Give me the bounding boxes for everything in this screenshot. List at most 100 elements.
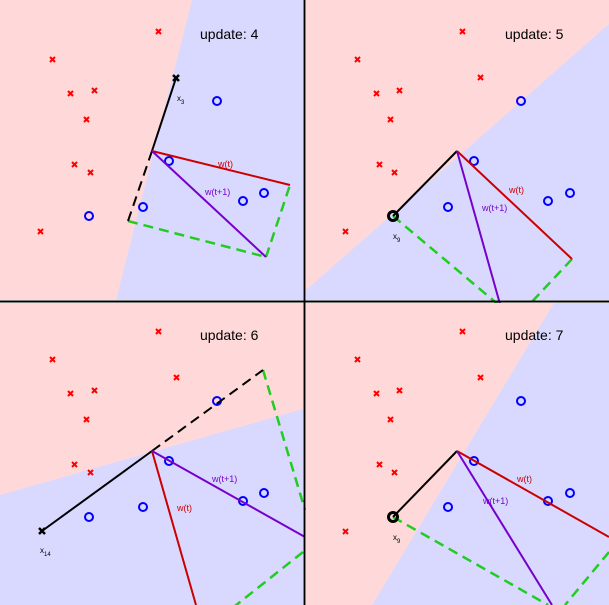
negative-point	[396, 87, 403, 94]
positive-point	[543, 196, 553, 206]
positive-point	[565, 188, 575, 198]
positive-points	[443, 96, 575, 212]
positive-point	[238, 196, 248, 206]
sum-vector	[264, 184, 292, 258]
negative-point	[342, 228, 349, 235]
negative-point	[477, 374, 484, 381]
negative-point	[376, 161, 383, 168]
positive-point	[84, 211, 94, 221]
panel-update-4: update: 4 w(t) w(t+1) x3	[0, 0, 303, 300]
sum-vector	[527, 258, 573, 307]
sum-vector	[564, 551, 609, 605]
negative-point	[373, 90, 380, 97]
weight-vector-t1	[456, 450, 553, 605]
negative-point	[354, 56, 361, 63]
negative-point	[373, 390, 380, 397]
x-vector-dashed	[151, 369, 264, 452]
negative-point	[391, 169, 398, 176]
positive-point	[164, 156, 174, 166]
negative-point	[83, 116, 90, 123]
negative-point	[67, 390, 74, 397]
sum-vector	[261, 369, 307, 511]
positive-point	[259, 488, 269, 498]
positive-point	[212, 96, 222, 106]
negative-point	[49, 56, 56, 63]
negative-point	[396, 387, 403, 394]
negative-point	[91, 387, 98, 394]
sum-vector	[234, 551, 304, 605]
negative-point	[354, 356, 361, 363]
negative-point	[155, 328, 162, 335]
negative-point	[391, 469, 398, 476]
w-t1-label: w(t+1)	[482, 496, 508, 506]
x-point-mark	[38, 527, 46, 535]
positive-point	[469, 456, 479, 466]
x-vector-dashed	[127, 150, 153, 222]
positive-point	[259, 188, 269, 198]
w-t1-label: w(t+1)	[204, 187, 230, 197]
x-label: x9	[393, 232, 401, 244]
positive-points	[84, 96, 269, 221]
weight-vector-t1	[456, 150, 501, 305]
positive-point	[84, 512, 94, 522]
x-vector	[392, 150, 458, 217]
weight-vector-t	[151, 450, 197, 605]
positive-point	[516, 96, 526, 106]
positive-point	[138, 502, 148, 512]
panel-update-7: update: 7 w(t) w(t+1) x9	[306, 303, 609, 605]
negative-point	[49, 356, 56, 363]
w-t-label: w(t)	[508, 185, 524, 195]
negative-points	[49, 328, 180, 476]
negative-point	[37, 228, 44, 235]
weight-vector-t	[456, 450, 609, 538]
x-label: x14	[40, 546, 51, 558]
negative-points	[37, 28, 162, 235]
negative-point	[87, 469, 94, 476]
weight-vector-t	[456, 150, 573, 260]
weight-vector-t	[151, 150, 291, 186]
sum-vector	[127, 219, 267, 259]
panel-title: update: 5	[505, 26, 564, 42]
negative-point	[376, 461, 383, 468]
positive-point	[516, 396, 526, 406]
panel-title: update: 6	[200, 327, 259, 343]
negative-point	[91, 87, 98, 94]
weight-vector-t1	[151, 150, 267, 258]
x-label: x3	[177, 94, 185, 106]
w-t1-label: w(t+1)	[211, 474, 237, 484]
positive-region	[116, 0, 303, 300]
positive-point	[138, 202, 148, 212]
w-t1-label: w(t+1)	[481, 203, 507, 213]
x-point-mark	[172, 74, 180, 82]
panel-update-6: update: 6 w(t) w(t+1) x14	[0, 303, 307, 605]
negative-point	[459, 28, 466, 35]
positive-region	[0, 409, 303, 605]
x-vector	[41, 450, 153, 532]
panel-title: update: 7	[505, 327, 564, 343]
x-point-mark	[387, 210, 399, 222]
w-t-label: w(t)	[516, 474, 532, 484]
negative-points	[342, 28, 484, 235]
panel-title: update: 4	[200, 26, 259, 42]
x-vector	[151, 77, 177, 152]
sum-vector	[392, 215, 501, 307]
positive-point	[469, 156, 479, 166]
negative-point	[87, 169, 94, 176]
negative-point	[71, 461, 78, 468]
positive-point	[164, 456, 174, 466]
w-t-label: w(t)	[217, 159, 233, 169]
negative-point	[387, 116, 394, 123]
negative-points	[342, 328, 484, 535]
positive-points	[443, 396, 575, 512]
positive-region	[306, 24, 609, 300]
negative-point	[459, 328, 466, 335]
negative-point	[155, 28, 162, 35]
positive-point	[443, 502, 453, 512]
negative-point	[387, 416, 394, 423]
negative-point	[342, 528, 349, 535]
x-point-mark	[387, 511, 399, 523]
positive-point	[443, 202, 453, 212]
negative-point	[173, 374, 180, 381]
w-t-label: w(t)	[176, 503, 192, 513]
negative-point	[83, 416, 90, 423]
